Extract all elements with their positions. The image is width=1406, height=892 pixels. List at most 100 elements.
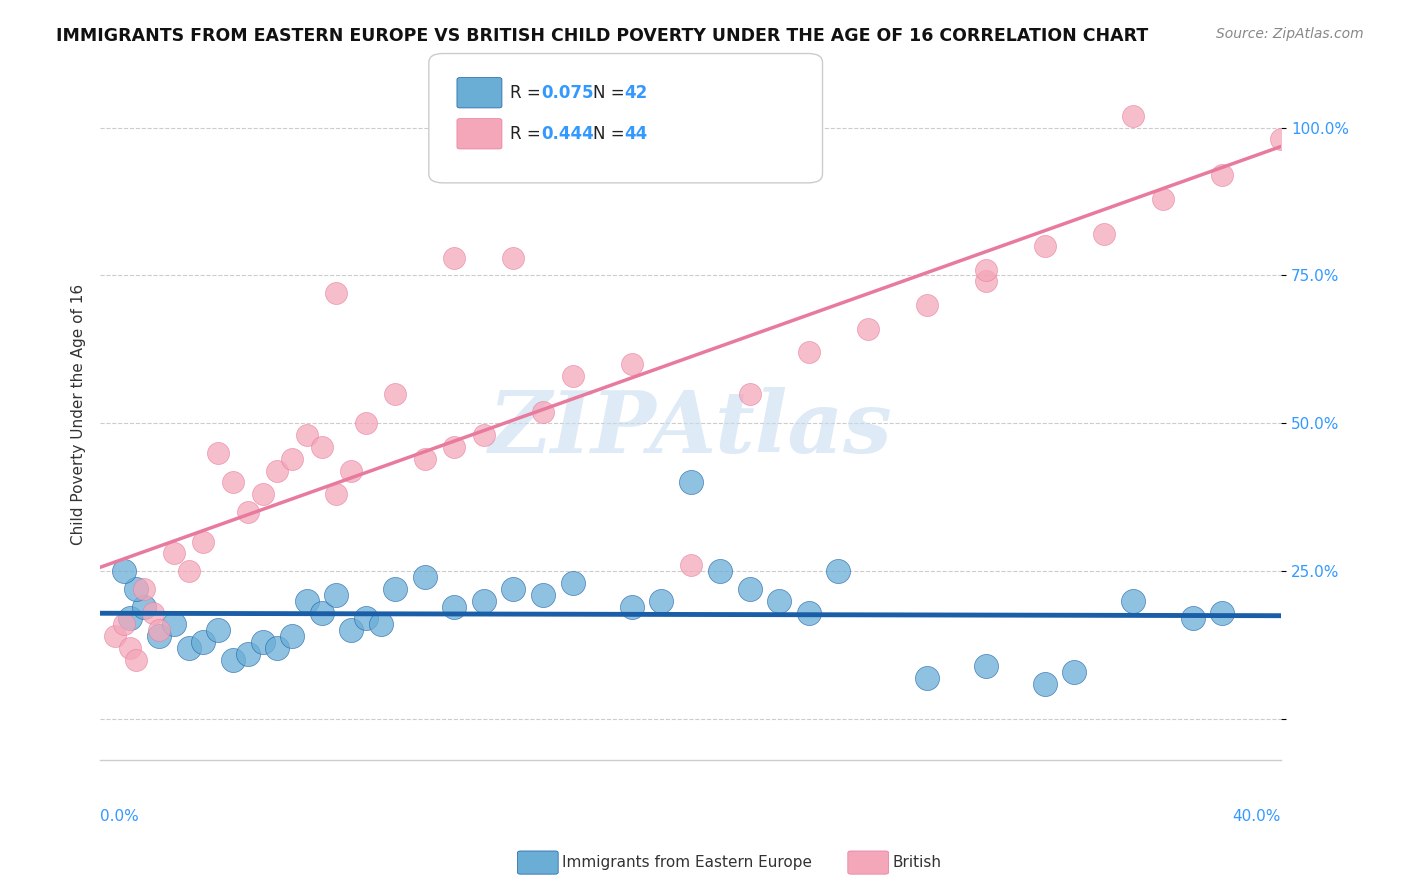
Text: R =: R = (510, 125, 547, 143)
Point (207, 446, 229, 460)
Text: ZIPAtlas: ZIPAtlas (489, 386, 893, 470)
Point (193, 534, 215, 549)
Point (134, 599, 156, 614)
Point (1122, 109, 1144, 123)
Point (502, 251, 524, 265)
Point (620, 599, 643, 614)
Point (222, 475, 245, 490)
Point (354, 417, 377, 431)
Point (142, 606, 165, 620)
Point (1122, 593, 1144, 607)
Point (915, 671, 938, 685)
Point (295, 593, 318, 607)
Text: N =: N = (593, 84, 630, 102)
Y-axis label: Child Poverty Under the Age of 16: Child Poverty Under the Age of 16 (72, 284, 86, 545)
Point (561, 369, 583, 384)
Point (311, 440, 333, 454)
Point (163, 546, 186, 560)
Point (281, 451, 304, 466)
Point (370, 617, 392, 632)
Text: Source: ZipAtlas.com: Source: ZipAtlas.com (1216, 27, 1364, 41)
Text: N =: N = (593, 125, 630, 143)
Point (148, 629, 170, 643)
Point (413, 570, 436, 584)
Point (354, 611, 377, 625)
Point (1270, 132, 1292, 146)
Point (974, 658, 997, 673)
Point (112, 617, 135, 632)
Point (325, 588, 347, 602)
Point (311, 606, 333, 620)
Point (325, 286, 347, 301)
Point (148, 624, 170, 638)
Point (281, 629, 304, 643)
Point (163, 617, 186, 632)
Point (472, 428, 495, 442)
Point (384, 582, 406, 596)
Point (124, 582, 146, 596)
Point (266, 641, 288, 656)
Point (915, 298, 938, 312)
Point (124, 653, 146, 667)
Text: R =: R = (510, 84, 547, 102)
Point (443, 599, 465, 614)
Point (177, 564, 200, 578)
Point (443, 251, 465, 265)
Point (340, 464, 363, 478)
Point (531, 588, 554, 602)
Point (384, 386, 406, 401)
Point (295, 428, 318, 442)
Point (856, 322, 879, 336)
Point (443, 440, 465, 454)
Point (709, 564, 731, 578)
Point (252, 487, 274, 501)
Point (561, 576, 583, 591)
Text: 0.444: 0.444 (541, 125, 595, 143)
Point (112, 564, 135, 578)
Point (472, 593, 495, 607)
Point (797, 345, 820, 359)
Text: 0.0%: 0.0% (100, 809, 139, 824)
Point (974, 262, 997, 277)
Text: 44: 44 (624, 125, 648, 143)
Point (193, 635, 215, 649)
Point (1092, 227, 1115, 241)
Point (738, 386, 761, 401)
Point (1211, 606, 1233, 620)
Text: 0.075: 0.075 (541, 84, 593, 102)
Text: British: British (893, 855, 942, 870)
Point (325, 487, 347, 501)
Point (177, 641, 200, 656)
Point (222, 653, 245, 667)
Text: 40.0%: 40.0% (1233, 809, 1281, 824)
Point (104, 629, 127, 643)
Point (134, 582, 156, 596)
Point (974, 274, 997, 288)
Point (1033, 676, 1056, 690)
Point (1063, 665, 1085, 679)
Point (118, 641, 141, 656)
Point (118, 611, 141, 625)
Point (1152, 192, 1174, 206)
Point (252, 635, 274, 649)
Text: IMMIGRANTS FROM EASTERN EUROPE VS BRITISH CHILD POVERTY UNDER THE AGE OF 16 CORR: IMMIGRANTS FROM EASTERN EUROPE VS BRITIS… (56, 27, 1149, 45)
Point (650, 593, 672, 607)
Point (413, 451, 436, 466)
Point (768, 593, 790, 607)
Text: Immigrants from Eastern Europe: Immigrants from Eastern Europe (562, 855, 813, 870)
Point (266, 464, 288, 478)
Point (236, 505, 259, 519)
Point (1033, 239, 1056, 253)
Text: 42: 42 (624, 84, 648, 102)
Point (1181, 611, 1204, 625)
Point (738, 582, 761, 596)
Point (679, 558, 702, 573)
Point (1211, 168, 1233, 182)
Point (827, 564, 849, 578)
Point (620, 357, 643, 371)
Point (207, 624, 229, 638)
Point (531, 404, 554, 418)
Point (797, 606, 820, 620)
Point (236, 647, 259, 661)
Point (502, 582, 524, 596)
